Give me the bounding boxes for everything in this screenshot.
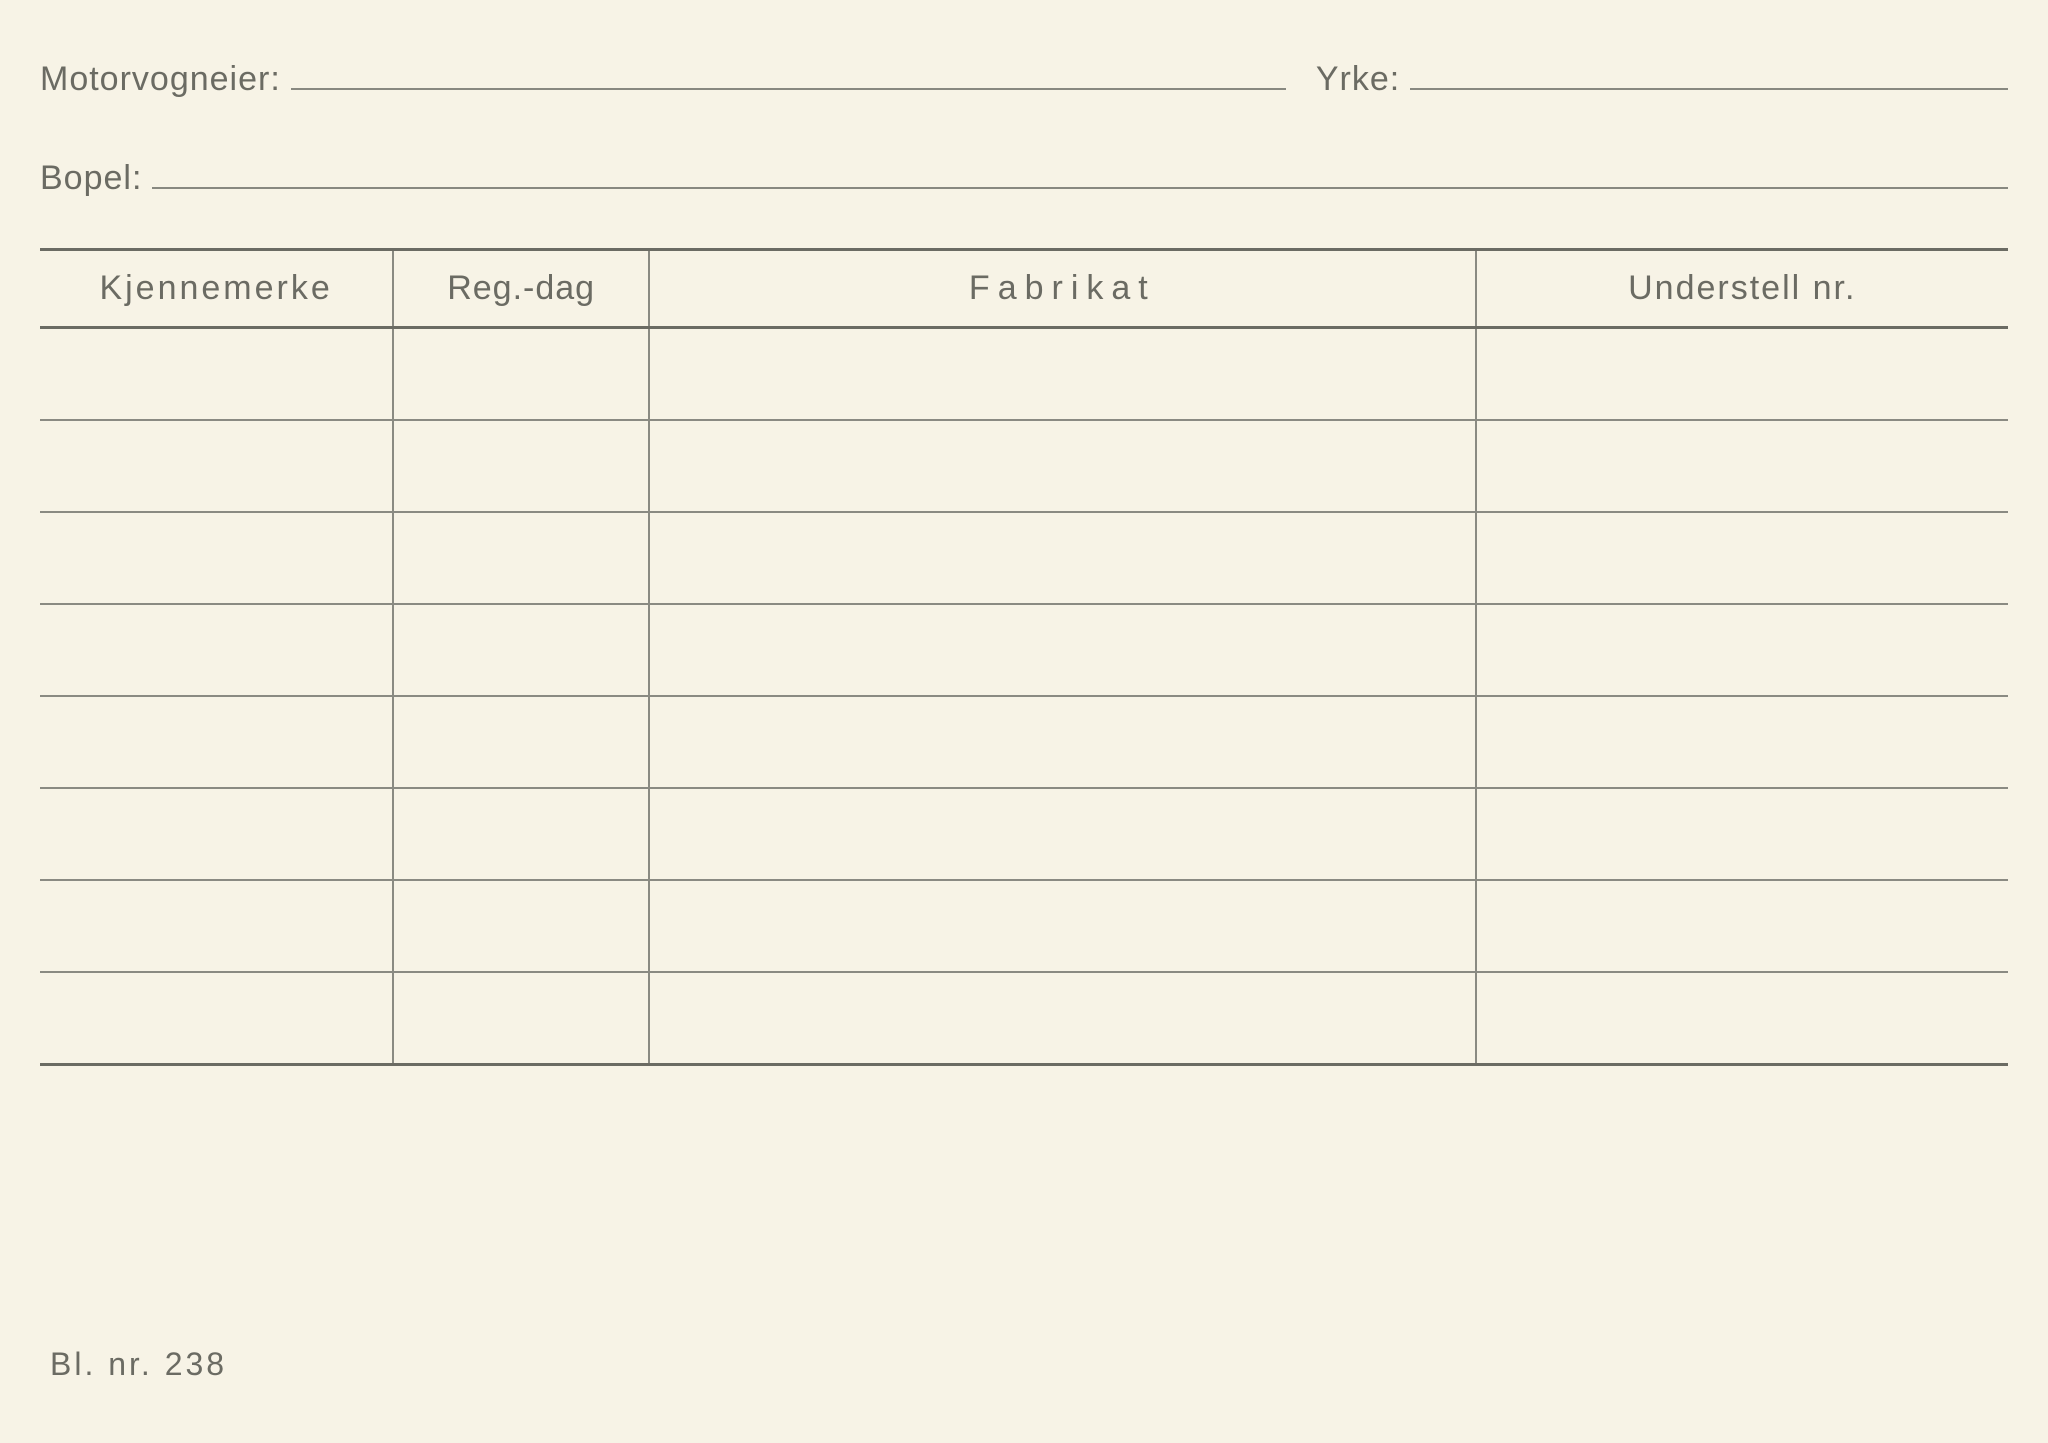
cell[interactable]: [650, 513, 1477, 603]
cell[interactable]: [394, 881, 650, 971]
owner-value-line[interactable]: [291, 60, 1286, 90]
owner-field: Motorvogneier:: [40, 60, 1286, 99]
cell[interactable]: [1477, 697, 2008, 787]
vehicle-table: Kjennemerke Reg.-dag Fabrikat Understell…: [40, 248, 2008, 1066]
table-row: [40, 513, 2008, 605]
cell[interactable]: [1477, 789, 2008, 879]
cell[interactable]: [650, 697, 1477, 787]
cell[interactable]: [650, 421, 1477, 511]
cell[interactable]: [40, 697, 394, 787]
cell[interactable]: [40, 513, 394, 603]
table-row: [40, 421, 2008, 513]
profession-field: Yrke:: [1316, 60, 2008, 99]
cell[interactable]: [394, 605, 650, 695]
cell[interactable]: [1477, 513, 2008, 603]
cell[interactable]: [394, 789, 650, 879]
cell[interactable]: [650, 881, 1477, 971]
cell[interactable]: [650, 973, 1477, 1063]
table-row: [40, 973, 2008, 1063]
residence-label: Bopel:: [40, 159, 142, 198]
cell[interactable]: [394, 513, 650, 603]
cell[interactable]: [1477, 421, 2008, 511]
col-kjennemerke: Kjennemerke: [40, 251, 394, 326]
cell[interactable]: [1477, 881, 2008, 971]
cell[interactable]: [40, 329, 394, 419]
col-understell-nr: Understell nr.: [1477, 251, 2008, 326]
cell[interactable]: [40, 421, 394, 511]
cell[interactable]: [40, 789, 394, 879]
owner-label: Motorvogneier:: [40, 60, 281, 99]
profession-label: Yrke:: [1316, 60, 1400, 99]
col-fabrikat: Fabrikat: [650, 251, 1477, 326]
cell[interactable]: [394, 697, 650, 787]
table-header-row: Kjennemerke Reg.-dag Fabrikat Understell…: [40, 251, 2008, 329]
cell[interactable]: [40, 973, 394, 1063]
col-reg-dag: Reg.-dag: [394, 251, 650, 326]
cell[interactable]: [394, 421, 650, 511]
cell[interactable]: [650, 605, 1477, 695]
profession-value-line[interactable]: [1410, 60, 2008, 90]
cell[interactable]: [40, 881, 394, 971]
cell[interactable]: [1477, 329, 2008, 419]
table-row: [40, 697, 2008, 789]
cell[interactable]: [40, 605, 394, 695]
residence-field: Bopel:: [40, 159, 2008, 198]
table-row: [40, 881, 2008, 973]
table-row: [40, 605, 2008, 697]
cell[interactable]: [1477, 973, 2008, 1063]
form-number: Bl. nr. 238: [50, 1346, 227, 1383]
cell[interactable]: [650, 329, 1477, 419]
top-field-row: Motorvogneier: Yrke:: [40, 60, 2008, 99]
table-row: [40, 329, 2008, 421]
table-row: [40, 789, 2008, 881]
cell[interactable]: [1477, 605, 2008, 695]
residence-value-line[interactable]: [152, 159, 2008, 189]
cell[interactable]: [650, 789, 1477, 879]
cell[interactable]: [394, 329, 650, 419]
cell[interactable]: [394, 973, 650, 1063]
